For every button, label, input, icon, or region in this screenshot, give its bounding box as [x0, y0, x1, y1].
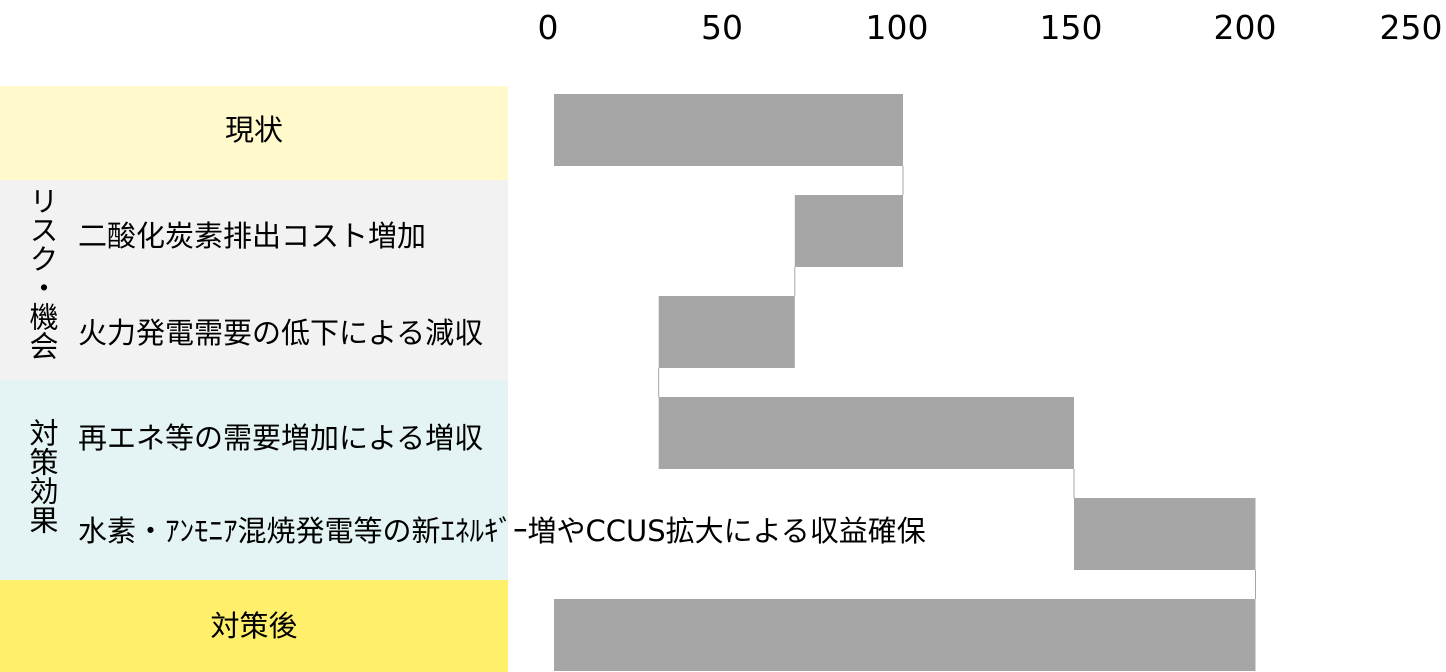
bar-thermal-demand-decline: [658, 296, 795, 368]
category-band-after: [0, 580, 508, 672]
x-tick-label-0: 0: [537, 8, 559, 47]
x-tick-label-200: 200: [1213, 8, 1277, 47]
x-tick-label-250: 250: [1379, 8, 1443, 47]
bar-after: [554, 599, 1256, 671]
bar-current: [554, 94, 903, 166]
category-label-current: 現状: [224, 113, 283, 147]
x-tick-label-50: 50: [701, 8, 743, 47]
category-label-co2-cost: 二酸化炭素排出コスト増加: [78, 219, 427, 253]
category-label-thermal-demand-decline: 火力発電需要の低下による減収: [78, 316, 484, 350]
bar-renewable-demand: [658, 397, 1075, 469]
category-band-risk-opportunity: [0, 180, 508, 380]
category-label-new-energy: 水素・ｱﾝﾓﾆｱ混焼発電等の新ｴﾈﾙｷﾞｰ増やCCUS拡大による収益確保: [78, 514, 926, 548]
group-label-risk-opportunity: リスク・機会: [25, 186, 59, 360]
group-label-measures: 対策効果: [25, 418, 59, 534]
category-label-renewable-demand: 再エネ等の需要増加による増収: [78, 421, 484, 455]
category-label-after: 対策後: [210, 609, 298, 643]
x-tick-label-100: 100: [865, 8, 929, 47]
category-band-measures: [0, 380, 508, 580]
x-tick-label-150: 150: [1039, 8, 1103, 47]
bar-new-energy: [1074, 498, 1256, 570]
category-band-current: [0, 86, 508, 180]
bar-co2-cost: [794, 195, 903, 267]
